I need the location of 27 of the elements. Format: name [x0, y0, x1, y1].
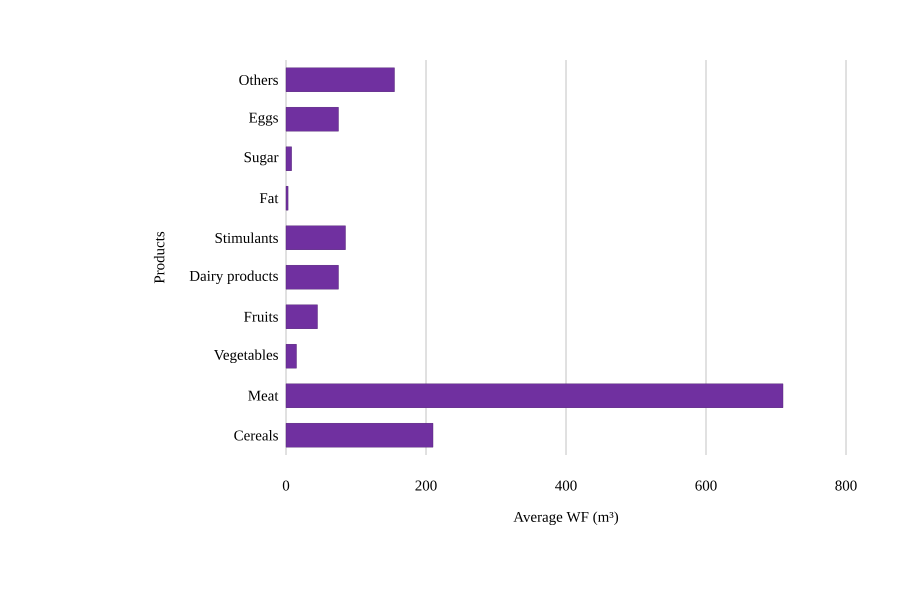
y-tick-label: Eggs — [249, 112, 278, 126]
bar — [286, 107, 339, 132]
x-tick-label: 0 — [282, 480, 290, 491]
bar — [286, 68, 395, 92]
y-tick-label: Vegetables — [214, 349, 278, 364]
y-axis-title: Products — [154, 232, 164, 284]
y-tick-label: Fat — [260, 193, 278, 204]
x-tick-label: 200 — [415, 480, 437, 491]
bar — [286, 423, 434, 448]
x-axis-title: Average WF (m³) — [513, 511, 618, 526]
bar — [286, 186, 288, 210]
y-tick-label: Dairy products — [190, 270, 278, 284]
bar — [286, 344, 297, 368]
x-tick-label: 800 — [835, 480, 857, 491]
bar — [286, 226, 346, 250]
y-tick-label: Fruits — [244, 312, 278, 322]
y-tick-label: Sugar — [244, 152, 278, 166]
x-tick-label: 400 — [555, 480, 577, 491]
bar — [286, 265, 339, 290]
bar — [286, 146, 292, 171]
x-tick-label: 600 — [695, 480, 717, 491]
y-tick-label: Stimulants — [216, 232, 278, 243]
bar — [286, 384, 784, 408]
y-tick-label: Others — [239, 74, 278, 85]
bar — [286, 304, 318, 329]
y-tick-label: Meat — [248, 390, 278, 401]
y-tick-label: Cereals — [234, 430, 278, 440]
